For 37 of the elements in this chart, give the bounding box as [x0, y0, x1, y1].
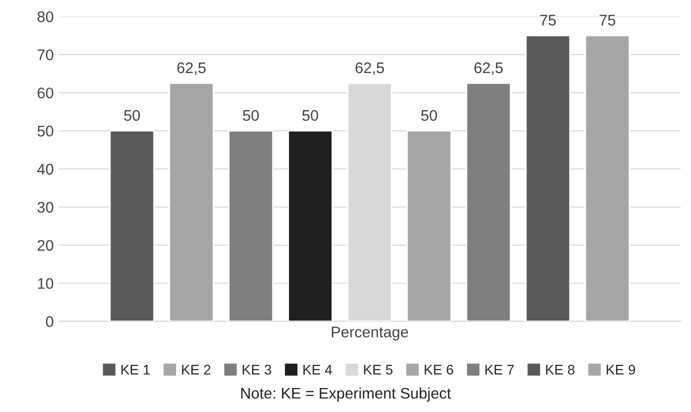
- bar: [168, 82, 214, 322]
- y-tick-label: 70: [38, 49, 54, 60]
- legend-label: KE 3: [242, 364, 272, 375]
- bar: [584, 34, 630, 322]
- data-label: 50: [242, 110, 259, 121]
- text: Note: KE = Experiment Subject: [241, 387, 451, 402]
- y-tick-label: 30: [37, 202, 54, 213]
- bar: [406, 130, 452, 322]
- data-label: 62,5: [356, 62, 384, 76]
- data-label: 50: [124, 110, 140, 121]
- y-tick-label: 60: [38, 88, 54, 98]
- legend-label: KE 5: [364, 364, 392, 375]
- legend-label: KE 9: [606, 364, 636, 375]
- bar: [466, 82, 512, 322]
- y-tick-label: 40: [37, 164, 54, 175]
- bar: [288, 130, 333, 322]
- data-label: 75: [600, 14, 616, 26]
- y-tick-label: 10: [38, 278, 54, 289]
- data-label: 50: [421, 110, 438, 121]
- bar: [228, 130, 274, 322]
- legend-label: KE 2: [182, 364, 210, 374]
- legend-label: KE 4: [303, 364, 332, 374]
- y-tick-label: 0: [46, 316, 54, 328]
- data-label: 75: [540, 14, 556, 26]
- legend-label: KE 8: [546, 364, 574, 375]
- legend-label: KE 6: [424, 364, 454, 375]
- y-tick-label: 20: [38, 240, 54, 251]
- bar: [525, 34, 571, 322]
- legend-label: KE 1: [121, 364, 150, 374]
- legend-label: KE 7: [485, 364, 514, 374]
- data-label: 62,5: [177, 62, 206, 76]
- x-tick-label: Percentage: [332, 326, 408, 340]
- y-tick-label: 50: [37, 126, 54, 136]
- data-label: 50: [302, 110, 318, 121]
- bar: [109, 130, 155, 322]
- data-label: 62,5: [474, 62, 503, 76]
- y-tick-label: 80: [38, 11, 54, 22]
